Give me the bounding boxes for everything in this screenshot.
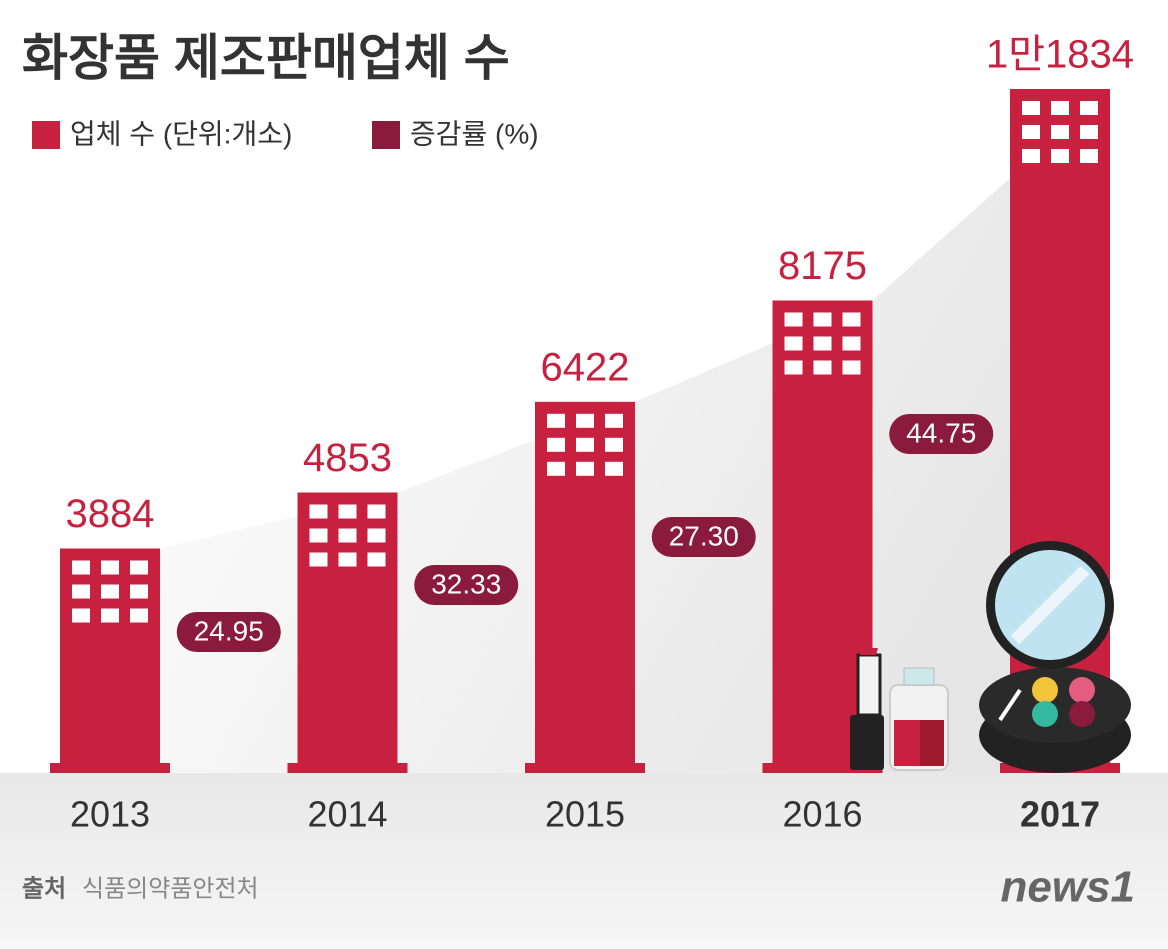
window <box>72 560 90 575</box>
value-label: 8175 <box>778 244 867 288</box>
window <box>1080 125 1098 139</box>
bar-base <box>50 763 170 773</box>
window <box>1080 101 1098 115</box>
window <box>338 504 357 519</box>
building <box>287 492 408 773</box>
window <box>605 461 623 476</box>
chart-title: 화장품 제조판매업체 수 <box>22 30 510 86</box>
legend-swatch <box>32 121 60 149</box>
window <box>1022 149 1040 163</box>
value-label: 6422 <box>541 345 630 389</box>
window <box>1051 125 1069 139</box>
source-label: 출처 <box>22 875 66 902</box>
window <box>130 608 148 623</box>
window <box>1051 149 1069 163</box>
building <box>525 401 645 773</box>
window <box>309 504 328 519</box>
growth-label: 44.75 <box>906 417 976 448</box>
legend-label: 증감률 (%) <box>410 118 539 149</box>
window <box>309 528 328 543</box>
window <box>784 312 803 327</box>
cosmetics-icon <box>850 541 1131 773</box>
x-tick-label: 2015 <box>545 794 625 835</box>
window <box>101 560 119 575</box>
window <box>367 504 386 519</box>
logo: news1 <box>1000 863 1135 912</box>
x-tick-label: 2016 <box>782 794 862 835</box>
bar-base <box>525 763 645 773</box>
growth-pill <box>651 517 756 557</box>
building <box>762 300 883 773</box>
window <box>576 461 594 476</box>
growth-label: 27.30 <box>669 520 739 551</box>
window <box>547 437 565 452</box>
legend-label: 업체 수 (단위:개소) <box>70 118 292 149</box>
value-label: 4853 <box>303 436 392 480</box>
window <box>842 312 861 327</box>
floor <box>0 773 1168 949</box>
window <box>130 560 148 575</box>
window <box>367 552 386 567</box>
window <box>842 360 861 375</box>
window <box>1022 125 1040 139</box>
growth-pill <box>889 414 994 454</box>
growth-label: 32.33 <box>431 568 501 599</box>
window <box>576 413 594 428</box>
value-label: 1만1834 <box>986 33 1134 77</box>
window <box>101 584 119 599</box>
window <box>813 336 832 351</box>
window <box>309 552 328 567</box>
bar <box>535 401 635 773</box>
window <box>576 437 594 452</box>
window <box>547 413 565 428</box>
legend-swatch <box>372 121 400 149</box>
x-tick-label: 2014 <box>307 794 387 835</box>
building <box>50 548 170 773</box>
window <box>547 461 565 476</box>
bar <box>60 548 160 773</box>
window <box>842 336 861 351</box>
x-tick-label: 2017 <box>1020 794 1100 835</box>
window <box>338 552 357 567</box>
x-tick-label: 2013 <box>70 794 150 835</box>
window <box>784 360 803 375</box>
window <box>130 584 148 599</box>
growth-label: 24.95 <box>194 615 264 646</box>
value-label: 3884 <box>66 492 155 536</box>
bar <box>772 300 873 773</box>
window <box>1022 101 1040 115</box>
growth-pill <box>176 612 281 652</box>
window <box>72 584 90 599</box>
window <box>367 528 386 543</box>
window <box>605 437 623 452</box>
window <box>784 336 803 351</box>
window <box>101 608 119 623</box>
window <box>1080 149 1098 163</box>
window <box>72 608 90 623</box>
window <box>338 528 357 543</box>
window <box>1051 101 1069 115</box>
window <box>605 413 623 428</box>
bar-base <box>287 763 408 773</box>
source: 식품의약품안전처 <box>82 875 259 902</box>
growth-pill <box>414 565 519 605</box>
bar-base <box>762 763 883 773</box>
window <box>813 312 832 327</box>
window <box>813 360 832 375</box>
